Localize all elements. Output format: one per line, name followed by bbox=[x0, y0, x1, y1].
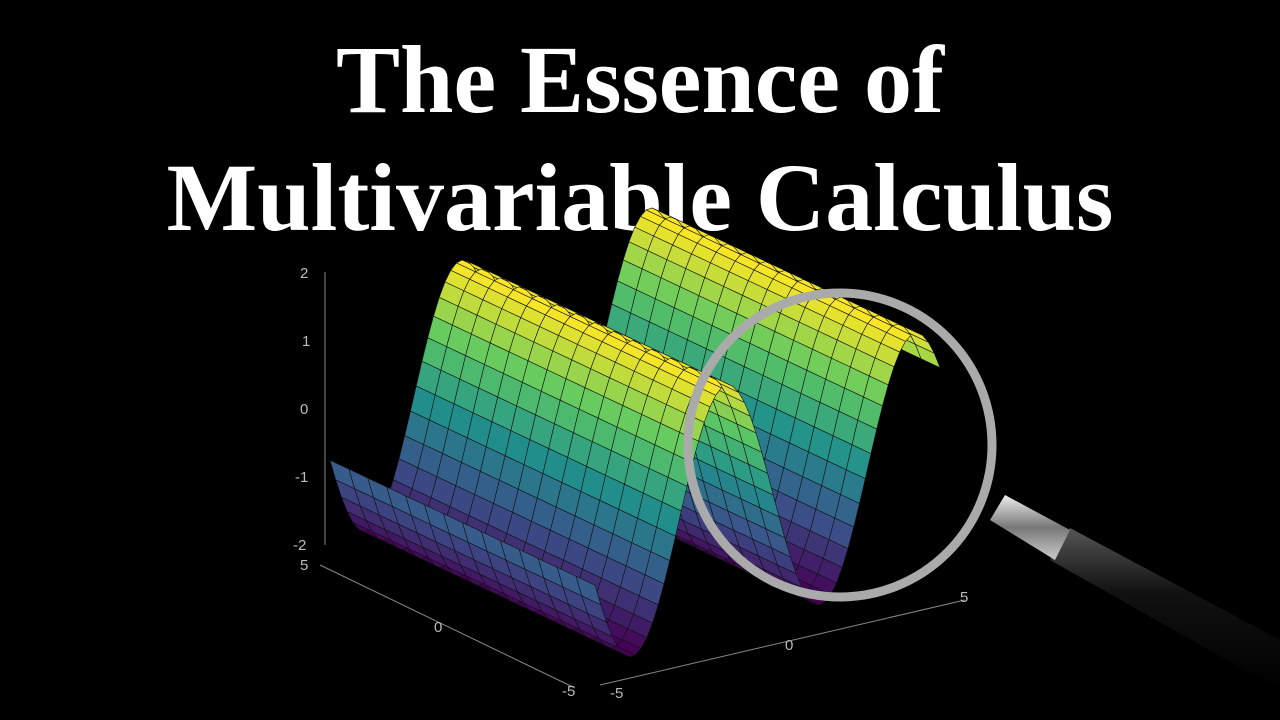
x-tick-label: -5 bbox=[610, 685, 623, 702]
y-tick-label: 0 bbox=[434, 619, 442, 636]
z-tick-label: -2 bbox=[293, 537, 306, 554]
y-axis bbox=[319, 564, 576, 689]
surface-plot bbox=[329, 207, 941, 658]
glass-ferrule bbox=[990, 495, 1070, 560]
z-tick-label: 1 bbox=[302, 333, 310, 350]
y-tick-label: -5 bbox=[562, 683, 575, 700]
z-tick-label: 2 bbox=[300, 265, 308, 282]
x-tick-label: 0 bbox=[785, 637, 793, 654]
glass-handle bbox=[1050, 528, 1280, 690]
surface-patch bbox=[914, 343, 941, 369]
z-tick-label: -1 bbox=[295, 469, 308, 486]
y-tick-label: 5 bbox=[300, 557, 308, 574]
glass-rim bbox=[683, 288, 997, 602]
magnifying-glass bbox=[683, 288, 1280, 690]
z-tick-label: 0 bbox=[300, 401, 308, 418]
title-line-1: The Essence of bbox=[336, 26, 945, 133]
plot-axes bbox=[319, 272, 966, 689]
x-tick-label: 5 bbox=[960, 589, 968, 606]
x-axis bbox=[599, 599, 966, 686]
